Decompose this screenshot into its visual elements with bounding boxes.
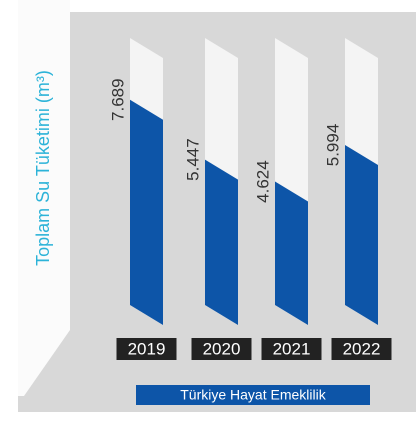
category-box — [261, 338, 322, 360]
value-label: 5.994 — [323, 124, 342, 167]
category-box — [116, 338, 177, 360]
bar — [275, 181, 308, 325]
legend-label: Türkiye Hayat Emeklilik — [180, 387, 326, 403]
y-axis-label: Toplam Su Tüketimi (m³) — [33, 70, 53, 266]
value-label: 5.447 — [183, 138, 202, 181]
bar — [345, 144, 378, 325]
category-box — [191, 338, 252, 360]
value-label: 4.624 — [253, 160, 272, 203]
legend-box — [136, 385, 370, 405]
value-label: 7.689 — [108, 78, 127, 121]
x-tick-label: 2019 — [128, 339, 166, 358]
category-box — [331, 338, 392, 360]
x-tick-label: 2022 — [343, 339, 381, 358]
ribbon — [18, 0, 70, 396]
bar — [130, 99, 163, 325]
x-tick-label: 2021 — [273, 339, 311, 358]
bar — [205, 159, 238, 325]
x-tick-label: 2020 — [203, 339, 241, 358]
